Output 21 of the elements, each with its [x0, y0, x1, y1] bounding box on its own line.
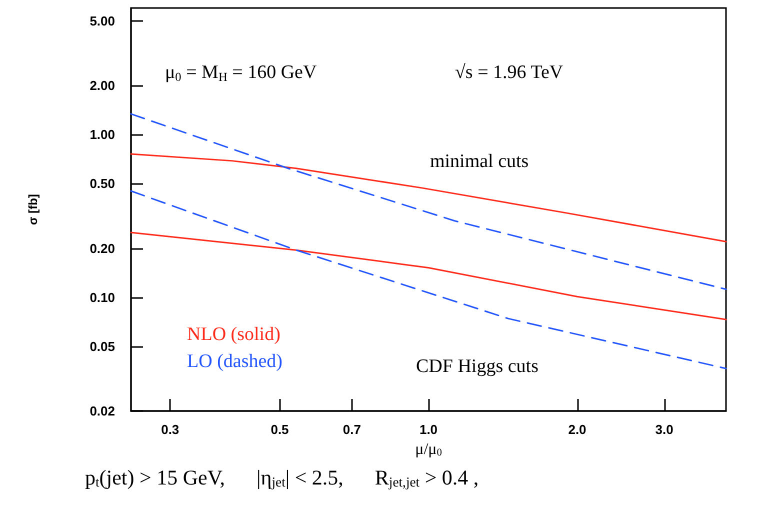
x-tick-label: 1.0 [419, 422, 438, 437]
text: LO (dashed) [187, 351, 282, 372]
y-tick-label: 1.00 [90, 127, 115, 142]
annotation: minimal cuts [430, 151, 529, 172]
annotation: √s = 1.96 TeV [455, 62, 564, 83]
y-tick-label: 5.00 [90, 13, 115, 28]
y-axis-title: σ [fb] [26, 194, 40, 225]
y-tick-label: 0.10 [90, 290, 115, 305]
x-tick-label: 0.5 [270, 422, 289, 437]
x-tick-label: 0.7 [342, 422, 361, 437]
x-tick-label: 2.0 [568, 422, 586, 437]
annotation: CDF Higgs cuts [416, 356, 538, 377]
text: NLO (solid) [187, 324, 280, 345]
text: pt(jet) > 15 GeV, |ηjet| < 2.5, Rjet,jet > 0.4 , [85, 466, 479, 490]
x-tick-label: 0.3 [161, 422, 180, 437]
x-tick-label: 3.0 [655, 422, 674, 437]
y-tick-label: 0.20 [90, 240, 115, 256]
y-tick-label: 2.00 [90, 78, 115, 94]
y-tick-label: 0.02 [90, 404, 115, 418]
y-tick-label: 0.50 [90, 176, 115, 192]
y-tick-label: 0.05 [90, 338, 115, 354]
